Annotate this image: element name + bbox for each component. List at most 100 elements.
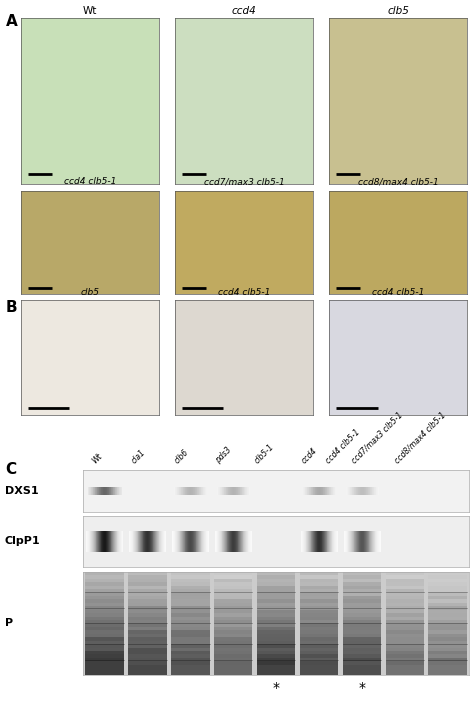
Text: clb5: clb5 (81, 289, 100, 297)
Bar (300, 589, 338, 593)
Bar (222, 487, 223, 495)
Bar (385, 617, 424, 620)
Bar (311, 531, 312, 552)
Bar (385, 579, 424, 582)
Text: ccd8/max4 clb5-1: ccd8/max4 clb5-1 (393, 411, 448, 466)
Bar (218, 487, 219, 495)
Bar (184, 531, 185, 552)
Bar (228, 487, 229, 495)
Bar (234, 487, 235, 495)
Bar (346, 531, 347, 552)
Bar (385, 606, 424, 609)
Bar (428, 658, 467, 661)
Bar (191, 487, 192, 495)
Bar (309, 531, 310, 552)
Bar (241, 531, 242, 552)
Bar (214, 617, 253, 620)
Bar (366, 531, 367, 552)
Bar (85, 644, 124, 648)
Bar (97, 531, 98, 552)
Bar (102, 531, 103, 552)
Bar (85, 617, 124, 620)
Bar (207, 487, 208, 495)
Bar (231, 487, 232, 495)
Bar (385, 624, 424, 627)
Bar (128, 593, 167, 596)
Bar (200, 487, 201, 495)
Bar (96, 531, 97, 552)
Bar (229, 531, 230, 552)
Bar (128, 638, 167, 640)
Bar (367, 487, 368, 495)
Bar (239, 487, 240, 495)
Bar (181, 487, 182, 495)
Bar (159, 531, 160, 552)
Bar (221, 531, 222, 552)
Bar (229, 487, 230, 495)
Bar (385, 572, 424, 575)
Bar (371, 531, 372, 552)
Text: ccd4 clb5-1: ccd4 clb5-1 (324, 427, 362, 466)
Bar (246, 531, 247, 552)
Bar (108, 487, 109, 495)
Bar (85, 627, 124, 630)
Bar (171, 613, 210, 617)
Bar (247, 487, 248, 495)
Bar (185, 487, 186, 495)
Bar (177, 531, 178, 552)
Bar (332, 531, 333, 552)
Bar (335, 531, 336, 552)
Bar (205, 487, 206, 495)
Bar (325, 487, 326, 495)
Bar (171, 654, 210, 658)
Bar (345, 531, 346, 552)
Bar (85, 668, 124, 671)
Bar (428, 648, 467, 651)
Bar (178, 531, 179, 552)
Bar (85, 575, 124, 579)
Bar (158, 531, 159, 552)
Bar (368, 487, 369, 495)
Bar (360, 531, 361, 552)
Bar (385, 648, 424, 651)
Bar (238, 487, 239, 495)
Bar (362, 487, 363, 495)
Bar (118, 531, 119, 552)
Bar (85, 606, 124, 609)
Bar (201, 487, 202, 495)
Bar (193, 487, 194, 495)
Bar (314, 487, 315, 495)
Bar (214, 609, 253, 613)
Bar (171, 658, 210, 661)
Bar (257, 575, 295, 579)
Bar (191, 531, 192, 552)
Bar (136, 531, 137, 552)
Bar (86, 531, 87, 552)
Bar (324, 487, 325, 495)
Bar (97, 487, 98, 495)
Bar (344, 531, 345, 552)
Bar (257, 630, 295, 634)
Bar (309, 531, 310, 552)
Bar (151, 531, 152, 552)
Bar (352, 487, 353, 495)
Bar (428, 671, 467, 675)
Bar (102, 487, 103, 495)
Bar (214, 582, 253, 586)
Bar (428, 638, 467, 640)
Bar (85, 599, 124, 603)
Bar (236, 487, 237, 495)
Bar (190, 531, 191, 552)
Bar (300, 634, 338, 638)
Bar (160, 531, 161, 552)
Bar (300, 586, 338, 589)
Bar (385, 582, 424, 586)
Bar (182, 487, 183, 495)
Bar (122, 531, 123, 552)
Bar (128, 606, 167, 609)
Bar (118, 487, 119, 495)
Text: ccd4 clb5-1: ccd4 clb5-1 (218, 289, 270, 297)
Bar (161, 531, 162, 552)
Bar (214, 586, 253, 589)
Bar (120, 531, 121, 552)
